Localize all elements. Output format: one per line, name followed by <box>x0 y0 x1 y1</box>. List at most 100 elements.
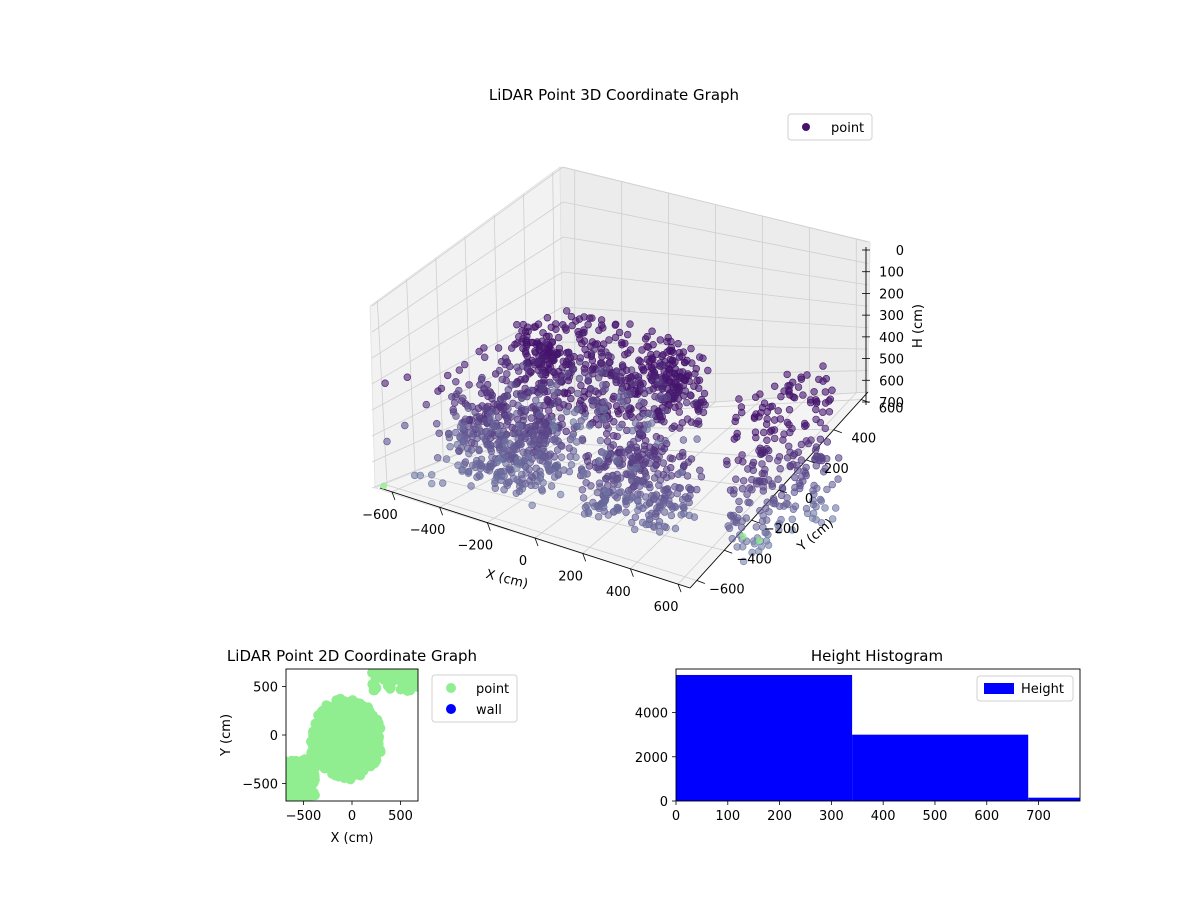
legend-2d-wall-marker <box>446 704 456 714</box>
point-3d <box>643 342 651 351</box>
point-3d <box>513 464 521 472</box>
point-3d <box>461 438 469 446</box>
point-3d <box>664 333 672 342</box>
point-3d <box>821 504 829 512</box>
point-3d <box>627 366 636 374</box>
point-3d <box>632 463 640 471</box>
point-3d <box>763 436 771 444</box>
ticks-3d: −600−400−2000200400600−600−400−200020040… <box>362 244 904 615</box>
point-3d <box>642 501 651 509</box>
point-3d <box>613 503 621 512</box>
point-2d <box>305 754 316 765</box>
point-3d <box>645 363 653 371</box>
point-3d <box>804 439 813 448</box>
point-2d <box>396 669 407 675</box>
point-3d <box>567 312 576 321</box>
y-tick-label: 0 <box>805 492 813 507</box>
point-3d <box>503 370 511 378</box>
point-3d <box>522 405 530 414</box>
point-3d <box>604 424 612 433</box>
y-tick-label: −200 <box>764 522 800 537</box>
x-tick <box>582 553 587 562</box>
point-3d <box>669 383 677 391</box>
point-2d <box>335 717 346 728</box>
point-3d <box>578 435 586 443</box>
point-3d <box>774 407 782 415</box>
point-3d <box>480 344 488 352</box>
point-3d <box>823 438 831 446</box>
legend-3d: point <box>787 113 873 141</box>
point-3d <box>612 368 621 376</box>
point-3d <box>503 392 512 400</box>
point-3d <box>553 350 562 359</box>
point-3d <box>676 468 685 477</box>
point-3d <box>628 427 637 435</box>
point-3d <box>673 489 681 498</box>
point-3d <box>686 391 694 399</box>
point-3d <box>641 469 650 477</box>
point-3d <box>815 375 823 384</box>
point-3d <box>618 341 626 349</box>
point-3d <box>763 445 771 453</box>
x-tick-label: −600 <box>362 508 398 523</box>
point-3d <box>580 337 589 345</box>
x-tick-label-histogram: 200 <box>767 809 792 824</box>
point-3d <box>742 514 750 522</box>
point-3d <box>641 437 650 445</box>
point-3d <box>596 436 605 445</box>
point-3d <box>834 454 843 462</box>
point-2d <box>343 724 354 735</box>
point-3d <box>687 455 696 463</box>
point-3d <box>510 445 518 454</box>
point-3d <box>475 471 483 479</box>
point-3d <box>726 511 735 519</box>
point-3d <box>455 446 463 455</box>
point-3d <box>723 460 731 469</box>
point-3d <box>505 412 513 420</box>
point-3d <box>533 357 542 366</box>
point-3d <box>580 413 589 421</box>
point-3d <box>442 455 451 463</box>
point-3d <box>467 482 475 490</box>
point-3d <box>802 421 810 429</box>
point-3d <box>625 496 634 504</box>
point-3d <box>549 421 557 429</box>
point-3d <box>656 336 664 344</box>
point-3d <box>488 453 496 461</box>
point-3d <box>528 430 536 438</box>
point-3d <box>823 485 831 494</box>
point-3d <box>465 381 473 389</box>
point-3d <box>452 378 460 386</box>
point-3d <box>675 408 683 416</box>
point-3d <box>518 485 526 493</box>
point-3d <box>475 425 483 433</box>
point-3d <box>588 314 596 322</box>
point-3d <box>732 475 740 483</box>
point-3d <box>609 486 617 494</box>
point-3d <box>817 519 826 527</box>
point-2d <box>335 735 346 746</box>
chart-2d: LiDAR Point 2D Coordinate Graph −500 0 500… <box>219 647 518 846</box>
point-3d <box>681 387 690 395</box>
point-3d <box>581 361 590 369</box>
grid-line-z-back <box>562 201 869 264</box>
point-3d <box>831 504 840 512</box>
y-tick-label-2d: −500 <box>242 778 278 793</box>
point-3d <box>527 338 535 347</box>
point-3d <box>567 394 575 403</box>
point-3d <box>478 432 486 440</box>
point-3d <box>692 419 700 428</box>
point-3d <box>665 360 673 369</box>
z-axis-label: H (cm) <box>911 304 926 348</box>
point-3d <box>481 353 489 361</box>
point-3d <box>799 391 807 399</box>
point-3d <box>527 386 535 394</box>
x-tick-label: −400 <box>410 523 446 538</box>
point-3d <box>742 537 751 545</box>
y-tick-label: −600 <box>709 582 745 597</box>
point-3d <box>532 396 540 404</box>
point-3d <box>638 518 647 527</box>
point-3d <box>821 464 829 473</box>
x-tick <box>486 522 491 531</box>
point-3d <box>563 407 571 416</box>
